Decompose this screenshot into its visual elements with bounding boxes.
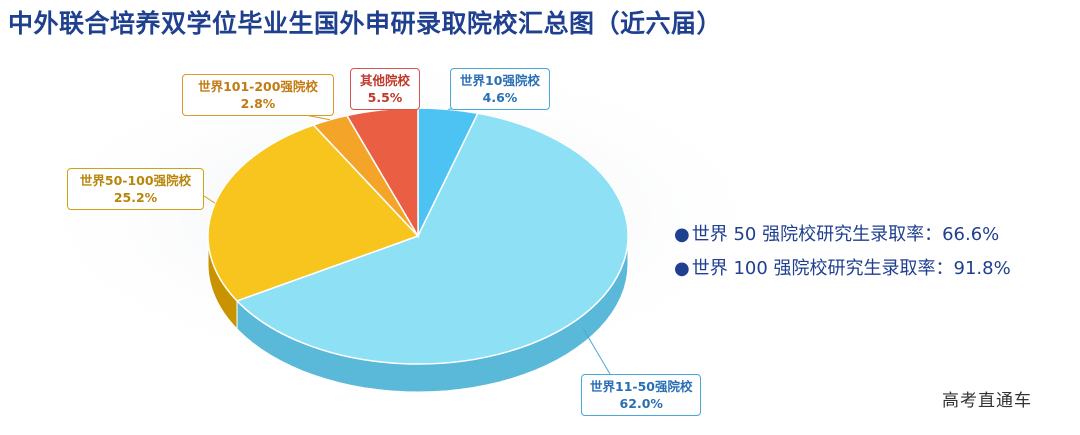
pie-tops bbox=[207, 107, 629, 365]
watermark: 高考直通车 bbox=[942, 391, 1032, 411]
slice-label-name: 世界50-100强院校 bbox=[79, 173, 192, 188]
slice-label-世界50-100强院校: 世界50-100强院校 25.2% bbox=[67, 168, 204, 210]
pie-slice-世界50-100强院校 bbox=[207, 124, 420, 302]
stats-panel: ● 世界 50 强院校研究生录取率：66.6% ● 世界 100 强院校研究生录取率… bbox=[674, 218, 1011, 286]
stat-line-top100: ● 世界 100 强院校研究生录取率：91.8% bbox=[674, 252, 1011, 286]
stat-text: 世界 100 强院校研究生录取率：91.8% bbox=[691, 258, 1011, 279]
slice-label-name: 世界11-50强院校 bbox=[590, 379, 693, 394]
slice-label-value: 5.5% bbox=[367, 90, 403, 105]
stat-line-top50: ● 世界 50 强院校研究生录取率：66.6% bbox=[674, 218, 1011, 252]
slice-label-其他院校: 其他院校 5.5% bbox=[350, 68, 420, 110]
leader-line-世界50-100强院校 bbox=[203, 195, 216, 204]
bullet-icon: ● bbox=[674, 224, 690, 245]
leader-line-世界11-50强院校 bbox=[582, 328, 611, 375]
slice-label-value: 25.2% bbox=[113, 190, 158, 205]
slice-label-value: 4.6% bbox=[482, 90, 518, 105]
slice-label-name: 世界10强院校 bbox=[460, 73, 540, 88]
slice-label-value: 2.8% bbox=[240, 96, 276, 111]
slice-label-value: 62.0% bbox=[619, 396, 663, 411]
stat-text: 世界 50 强院校研究生录取率：66.6% bbox=[691, 224, 1000, 245]
bullet-icon: ● bbox=[674, 258, 690, 279]
slice-label-name: 世界101-200强院校 bbox=[198, 79, 318, 94]
slice-label-世界11-50强院校: 世界11-50强院校 62.0% bbox=[581, 374, 702, 416]
slice-label-世界10强院校: 世界10强院校 4.6% bbox=[450, 68, 550, 110]
chart-title: 中外联合培养双学位毕业生国外申研录取院校汇总图（近六届） bbox=[8, 9, 723, 38]
pie-slice-世界11-50强院校 bbox=[235, 112, 629, 365]
slice-label-世界101-200强院校: 世界101-200强院校 2.8% bbox=[182, 74, 334, 116]
slice-label-name: 其他院校 bbox=[359, 73, 410, 88]
